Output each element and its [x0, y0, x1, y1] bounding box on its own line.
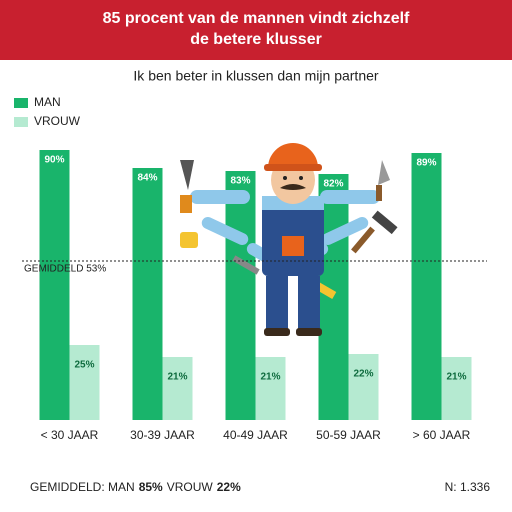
header-band	[0, 0, 512, 60]
bar	[348, 354, 379, 420]
x-tick-label: 50-59 JAAR	[316, 428, 381, 442]
overlay: MAN VROUW < 30 JAAR 30-39 JAAR 40-49 JAAR 50-…	[14, 95, 490, 494]
x-tick-label: > 60 JAAR	[413, 428, 471, 442]
legend-swatch	[14, 117, 28, 127]
bar	[441, 357, 472, 420]
data-label: 90%	[44, 155, 64, 166]
legend-swatch	[14, 98, 28, 108]
data-label: 89%	[416, 158, 436, 169]
reference-label: GEMIDDELD 53%	[24, 264, 106, 275]
data-label: 21%	[167, 372, 187, 383]
data-label: 84%	[137, 173, 157, 184]
bar	[69, 345, 100, 420]
x-tick-label: 30-39 JAAR	[130, 428, 195, 442]
footer-woman-average: 22%	[217, 480, 241, 494]
chart-subtitle: Ik ben beter in klussen dan mijn partner	[133, 68, 378, 84]
data-label: 82%	[323, 179, 343, 190]
legend-label: VROUW	[34, 114, 81, 128]
handyman-illustration	[180, 143, 398, 336]
x-tick-label: 40-49 JAAR	[223, 428, 288, 442]
bar	[225, 171, 256, 420]
bar	[132, 168, 163, 420]
bar	[162, 357, 193, 420]
footer-woman-label: VROUW	[167, 480, 214, 494]
footer-man-average: 85%	[139, 480, 163, 494]
data-label: 22%	[353, 369, 373, 380]
bar	[39, 150, 70, 420]
data-label: 21%	[446, 372, 466, 383]
data-label: 83%	[230, 176, 250, 187]
sample-size: N: 1.336	[445, 480, 491, 494]
bar	[411, 153, 442, 420]
footer-text: GEMIDDELD: MAN 85% VROUW 22%	[30, 480, 241, 494]
bar	[255, 357, 286, 420]
data-label: 25%	[74, 360, 94, 371]
legend-label: MAN	[34, 95, 61, 109]
footer-average-label: GEMIDDELD: MAN	[30, 480, 135, 494]
x-tick-label: < 30 JAAR	[41, 428, 99, 442]
chart-title: 85 procent van de mannen vindt zichzelf …	[102, 10, 410, 48]
bars: 90% 25% 84% 21% 83% 21% 82% 22% 89% 21%	[39, 150, 472, 420]
data-label: 21%	[260, 372, 280, 383]
